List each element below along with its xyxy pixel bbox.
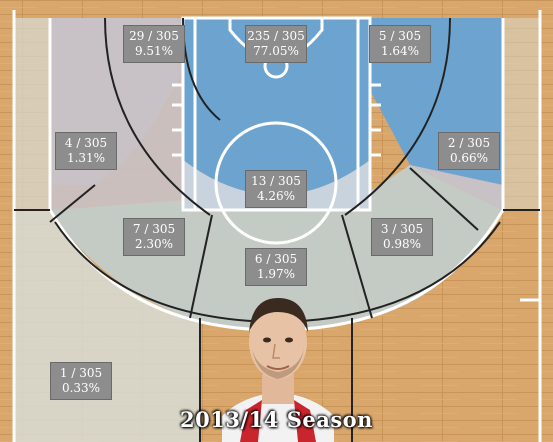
zone-left-corner-midrange [50, 70, 183, 210]
percentage-text: 1.31% [66, 151, 106, 165]
attempts-text: 3 / 305 [380, 222, 424, 236]
zone-label-left-wing-midrange: 7 / 305 2.30% [123, 218, 185, 256]
percentage-text: 2.30% [134, 237, 174, 251]
zone-label-restricted-area: 235 / 305 77.05% [245, 25, 307, 63]
percentage-text: 9.51% [134, 44, 174, 58]
season-caption: 2013/14 Season [180, 407, 373, 432]
zone-label-right-corner-three: 2 / 305 0.66% [438, 132, 500, 170]
player-headshot [222, 298, 334, 442]
attempts-text: 29 / 305 [129, 29, 179, 43]
zone-label-right-baseline-midrange: 5 / 305 1.64% [369, 25, 431, 63]
percentage-text: 0.66% [449, 151, 489, 165]
zone-label-left-corner-three: 4 / 305 1.31% [55, 132, 117, 170]
percentage-text: 1.97% [256, 267, 296, 281]
zone-restricted-area [183, 18, 370, 195]
percentage-text: 0.33% [61, 381, 101, 395]
attempts-text: 5 / 305 [378, 29, 422, 43]
percentage-text: 0.98% [382, 237, 422, 251]
attempts-text: 6 / 305 [254, 252, 298, 266]
percentage-text: 4.26% [256, 189, 296, 203]
attempts-text: 13 / 305 [251, 174, 301, 188]
zone-paint [183, 160, 370, 210]
attempts-text: 7 / 305 [132, 222, 176, 236]
zone-label-top-key-midrange: 6 / 305 1.97% [245, 248, 307, 286]
zone-label-left-wing-three: 1 / 305 0.33% [50, 362, 112, 400]
percentage-text: 1.64% [380, 44, 420, 58]
zone-label-paint: 13 / 305 4.26% [245, 170, 307, 208]
zone-right-corner-three [503, 18, 540, 210]
attempts-text: 4 / 305 [64, 136, 108, 150]
attempts-text: 2 / 305 [447, 136, 491, 150]
percentage-text: 77.05% [253, 44, 299, 58]
zone-divider-lines [14, 17, 540, 442]
zone-label-left-baseline-midrange: 29 / 305 9.51% [123, 25, 185, 63]
attempts-text: 1 / 305 [59, 366, 103, 380]
attempts-text: 235 / 305 [247, 29, 305, 43]
zone-left-corner-three [14, 18, 50, 210]
zone-label-right-wing-midrange: 3 / 305 0.98% [371, 218, 433, 256]
